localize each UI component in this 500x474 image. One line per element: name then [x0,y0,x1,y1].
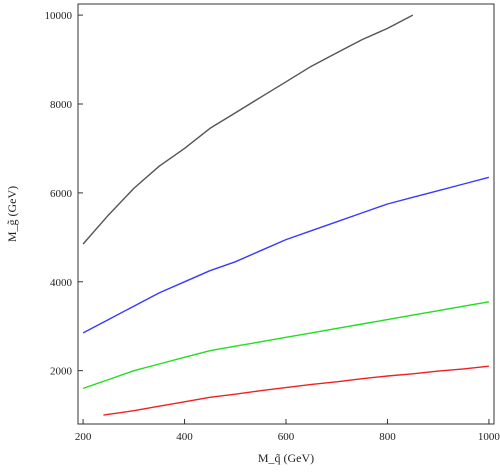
y-tick-label: 8000 [50,99,73,111]
x-axis-label: M_q̃ (GeV) [258,451,314,465]
y-tick-label: 2000 [50,366,73,378]
y-axis-label: M_g̃ (GeV) [5,186,19,242]
series-line-2 [82,176,490,334]
series-line-3 [82,301,490,390]
ticks: 200 400 600 800 1000 2000 4000 6000 8000 10000 [45,10,500,443]
x-tick-label: 600 [278,431,295,443]
y-tick-label: 6000 [50,188,73,200]
series-line-4 [103,365,489,416]
y-tick-label: 4000 [50,277,73,289]
x-tick-label: 200 [75,431,92,443]
plot-frame [77,3,495,425]
x-tick-label: 800 [379,431,396,443]
x-tick-label: 1000 [478,431,500,443]
x-tick-label: 400 [176,431,193,443]
series-group [82,14,490,416]
series-line-1 [82,14,414,245]
y-tick-label: 10000 [45,10,73,22]
